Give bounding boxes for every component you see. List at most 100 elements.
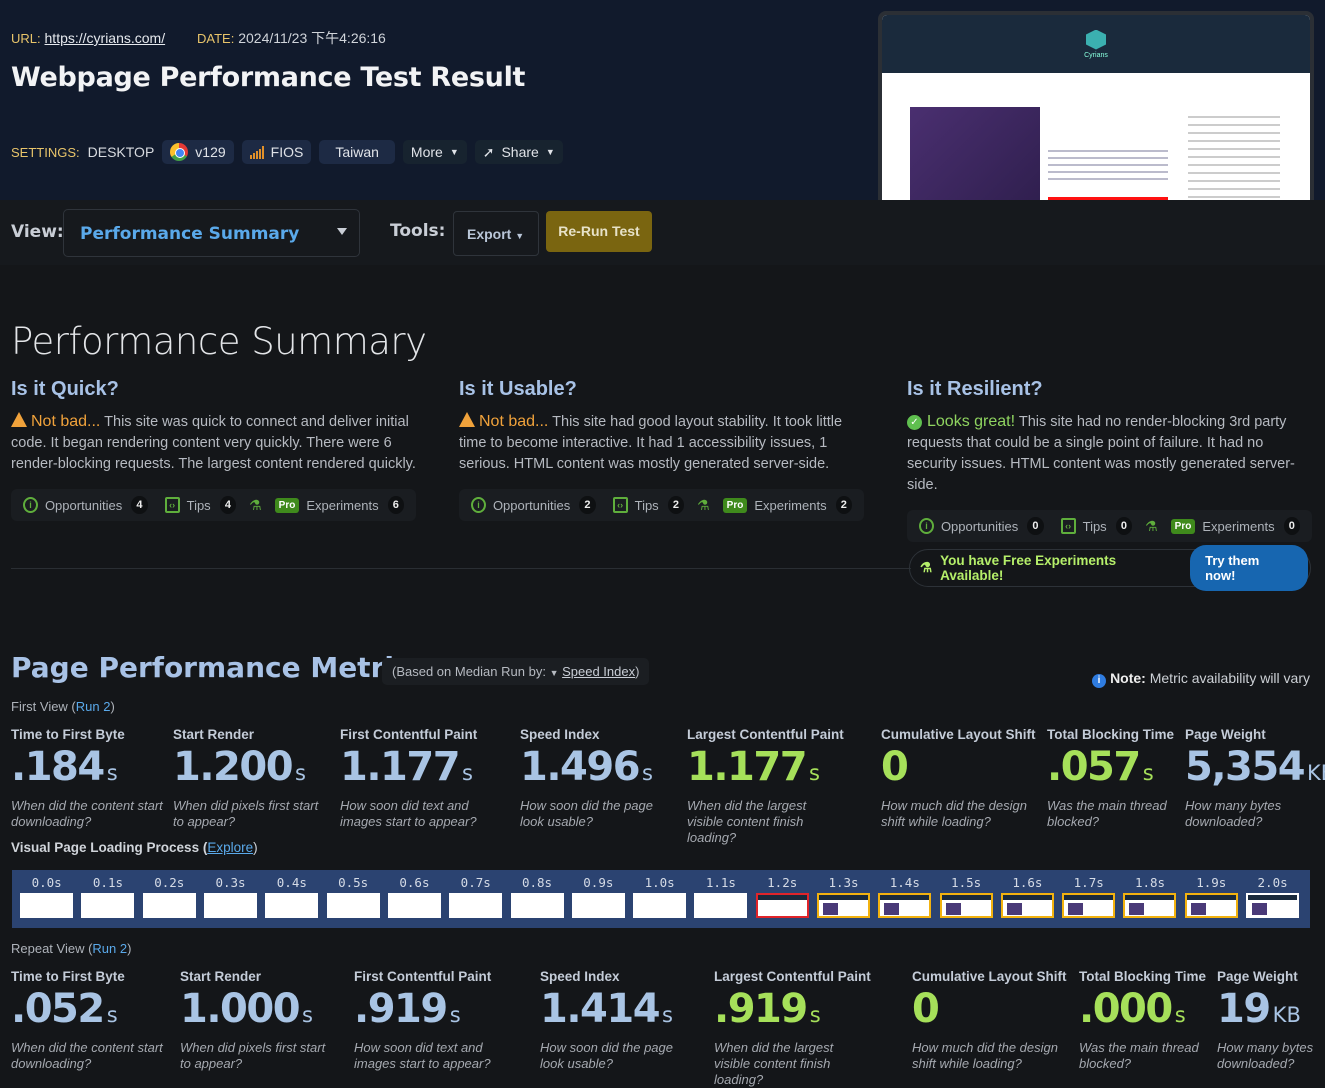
filmstrip-frame[interactable]: 1.0s <box>629 870 690 928</box>
filmstrip-frame[interactable]: 0.0s <box>16 870 77 928</box>
filmstrip-frame[interactable]: 1.8s <box>1119 870 1180 928</box>
metric-number: 1.177 <box>687 744 808 790</box>
experiments-link[interactable]: Experiments <box>754 497 827 513</box>
summary-section: Is it Resilient? ✓ Looks great! This site… <box>907 378 1312 542</box>
experiments-count: 0 <box>1283 517 1300 535</box>
median-metric-link[interactable]: Speed Index <box>562 664 636 679</box>
site-logo-icon <box>1086 29 1106 50</box>
metric-number: .052 <box>11 986 105 1032</box>
metric-description: When did the largest visible content fin… <box>687 798 807 845</box>
tips-link[interactable]: Tips <box>634 497 659 513</box>
metric-cumulative-layout-shift: Cumulative Layout Shift 0 How much did t… <box>881 727 1036 830</box>
rerun-test-button[interactable]: Re-Run Test <box>546 211 652 252</box>
filmstrip-frame[interactable]: 0.5s <box>322 870 383 928</box>
location-chip[interactable]: Taiwan <box>319 140 395 164</box>
filmstrip-frame[interactable]: 1.6s <box>997 870 1058 928</box>
try-experiments-button[interactable]: Try them now! <box>1190 545 1308 591</box>
filmstrip-frame[interactable]: 0.8s <box>506 870 567 928</box>
frame-thumbnail <box>939 893 993 918</box>
frame-time: 0.4s <box>276 875 307 890</box>
metric-unit: s <box>462 761 473 785</box>
filmstrip-frame[interactable]: 0.2s <box>139 870 200 928</box>
tips-link[interactable]: Tips <box>1082 518 1107 534</box>
metric-value: .184 s <box>11 742 166 798</box>
frame-thumbnail <box>387 893 441 918</box>
filmstrip-frame[interactable]: 1.2s <box>752 870 813 928</box>
metric-time-to-first-byte: Time to First Byte .184 s When did the co… <box>11 727 166 830</box>
send-icon: ➚ <box>482 143 495 160</box>
section-heading: Is it Quick? <box>11 378 119 400</box>
metric-first-contentful-paint: First Contentful Paint .919 s How soon di… <box>354 969 509 1072</box>
view-label-text: Repeat View ( <box>11 941 93 956</box>
opportunities-link[interactable]: Opportunities <box>940 518 1019 534</box>
metric-unit: s <box>642 761 653 785</box>
metric-number: .057 <box>1047 744 1141 790</box>
filmstrip-frame[interactable]: 0.6s <box>384 870 445 928</box>
frame-time: 1.0s <box>644 875 675 890</box>
settings-label: SETTINGS: <box>11 144 80 160</box>
filmstrip-frame[interactable]: 1.7s <box>1058 870 1119 928</box>
metric-description: Was the main thread blocked? <box>1047 798 1167 829</box>
more-dropdown[interactable]: More ▼ <box>402 140 467 164</box>
frame-thumbnail <box>878 893 932 918</box>
experiments-link[interactable]: Experiments <box>306 497 379 513</box>
filmstrip-frame[interactable]: 1.3s <box>813 870 874 928</box>
metric-speed-index: Speed Index 1.496 s How soon did the page… <box>520 727 675 830</box>
opportunities-link[interactable]: Opportunities <box>44 497 123 513</box>
filmstrip-frame[interactable]: 0.4s <box>261 870 322 928</box>
frame-thumbnail <box>81 893 135 918</box>
page-screenshot-thumbnail[interactable]: Cyrians <box>878 11 1314 232</box>
summary-section: Is it Quick? Not bad... This site was qu… <box>11 378 416 521</box>
filmstrip-frame[interactable]: 1.4s <box>874 870 935 928</box>
share-dropdown[interactable]: ➚ Share ▼ <box>474 140 563 164</box>
frame-time: 1.1s <box>705 875 736 890</box>
repeat-view-run-link[interactable]: Run 2 <box>92 941 128 956</box>
filmstrip-frame[interactable]: 0.1s <box>77 870 138 928</box>
frame-time: 1.5s <box>951 875 982 890</box>
pro-badge: Pro <box>722 497 748 513</box>
opportunities-link[interactable]: Opportunities <box>492 497 571 513</box>
connection-chip[interactable]: FIOS <box>241 140 312 164</box>
caret-down-icon: ▼ <box>549 668 559 678</box>
metric-title: Speed Index <box>540 969 620 984</box>
frame-thumbnail <box>142 893 196 918</box>
repeat-view-label: Repeat View (Run 2) <box>11 941 131 956</box>
share-label: Share <box>501 144 539 160</box>
tools-label: Tools: <box>390 221 446 241</box>
filmstrip-frame[interactable]: 0.9s <box>568 870 629 928</box>
frame-time: 0.5s <box>338 875 369 890</box>
location-label: Taiwan <box>335 144 379 160</box>
filmstrip-frame[interactable]: 1.9s <box>1181 870 1242 928</box>
browser-chip[interactable]: v129 <box>162 140 234 164</box>
filmstrip-frame[interactable]: 2.0s <box>1242 870 1303 928</box>
metric-title: Time to First Byte <box>11 969 125 984</box>
filmstrip-frame[interactable]: 1.5s <box>935 870 996 928</box>
frame-thumbnail <box>633 893 687 918</box>
experiments-link[interactable]: Experiments <box>1202 518 1275 534</box>
section-heading: Is it Resilient? <box>907 378 1043 400</box>
first-view-run-link[interactable]: Run 2 <box>75 699 111 714</box>
metric-description: How much did the design shift while load… <box>881 798 1027 829</box>
check-circle-icon: ✓ <box>907 415 922 430</box>
filmstrip-frame[interactable]: 0.7s <box>445 870 506 928</box>
opportunity-icon: i <box>23 497 38 513</box>
metric-time-to-first-byte: Time to First Byte .052 s When did the co… <box>11 969 166 1072</box>
metric-description: When did the largest visible content fin… <box>714 1040 834 1087</box>
experiments-count: 2 <box>835 496 852 514</box>
export-dropdown[interactable]: Export ▼ <box>453 211 539 256</box>
tips-link[interactable]: Tips <box>186 497 211 513</box>
metric-number: .000 <box>1079 986 1173 1032</box>
test-url-link[interactable]: https://cyrians.com/ <box>44 30 166 46</box>
explore-link[interactable]: Explore <box>207 840 254 855</box>
filmstrip-frame[interactable]: 0.3s <box>200 870 261 928</box>
status-text: Looks great! <box>927 413 1016 430</box>
metric-number: .919 <box>714 986 808 1032</box>
flask-icon: ⚗ <box>249 496 262 513</box>
view-select[interactable]: Performance Summary <box>63 209 360 257</box>
metric-number: 19 <box>1217 986 1271 1032</box>
metric-title: First Contentful Paint <box>340 727 478 742</box>
metric-number: 1.177 <box>340 744 461 790</box>
frame-thumbnail <box>510 893 564 918</box>
metric-unit: s <box>302 1003 313 1027</box>
filmstrip-frame[interactable]: 1.1s <box>690 870 751 928</box>
